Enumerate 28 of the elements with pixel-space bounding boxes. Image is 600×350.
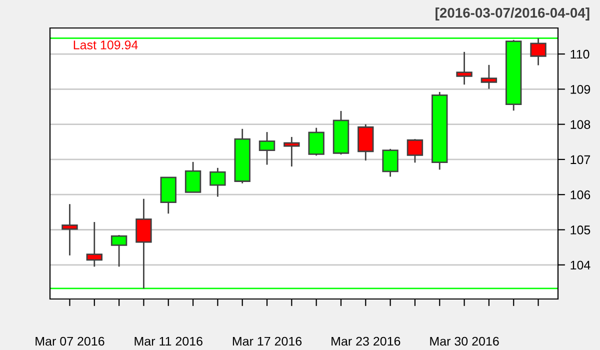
x-tick-label: Mar 07 2016 <box>36 336 104 346</box>
candlestick <box>86 221 102 268</box>
candlestick <box>456 51 472 86</box>
y-tick-label: 106 <box>570 190 590 200</box>
candlestick <box>110 234 128 268</box>
y-tick-label: 109 <box>570 84 590 94</box>
candlestick <box>308 127 324 156</box>
x-tick-label: Mar 23 2016 <box>332 336 400 346</box>
candlestick <box>406 138 424 164</box>
candlestick <box>258 131 276 166</box>
candlestick <box>136 198 152 290</box>
x-tick-label: Mar 11 2016 <box>134 336 202 346</box>
y-tick-label: 104 <box>570 260 590 270</box>
candlestick <box>210 167 226 198</box>
candlestick <box>480 64 498 90</box>
chart-title: [2016-03-07/2016-04-04] <box>436 8 590 20</box>
candlestick <box>62 203 78 256</box>
candlestick <box>184 161 202 193</box>
candlestick <box>530 38 546 66</box>
y-tick-label: 108 <box>570 120 590 129</box>
candlestick <box>382 148 398 178</box>
x-tick-label: Mar 17 2016 <box>232 336 302 346</box>
annotation: Last 109.94 <box>74 40 138 50</box>
candlestick <box>284 136 300 168</box>
x-tick-label: Mar 30 2016 <box>430 336 499 346</box>
y-tick-label: 105 <box>570 226 590 234</box>
y-tick-label: 110 <box>570 50 590 59</box>
y-tick-label: 107 <box>570 155 590 164</box>
